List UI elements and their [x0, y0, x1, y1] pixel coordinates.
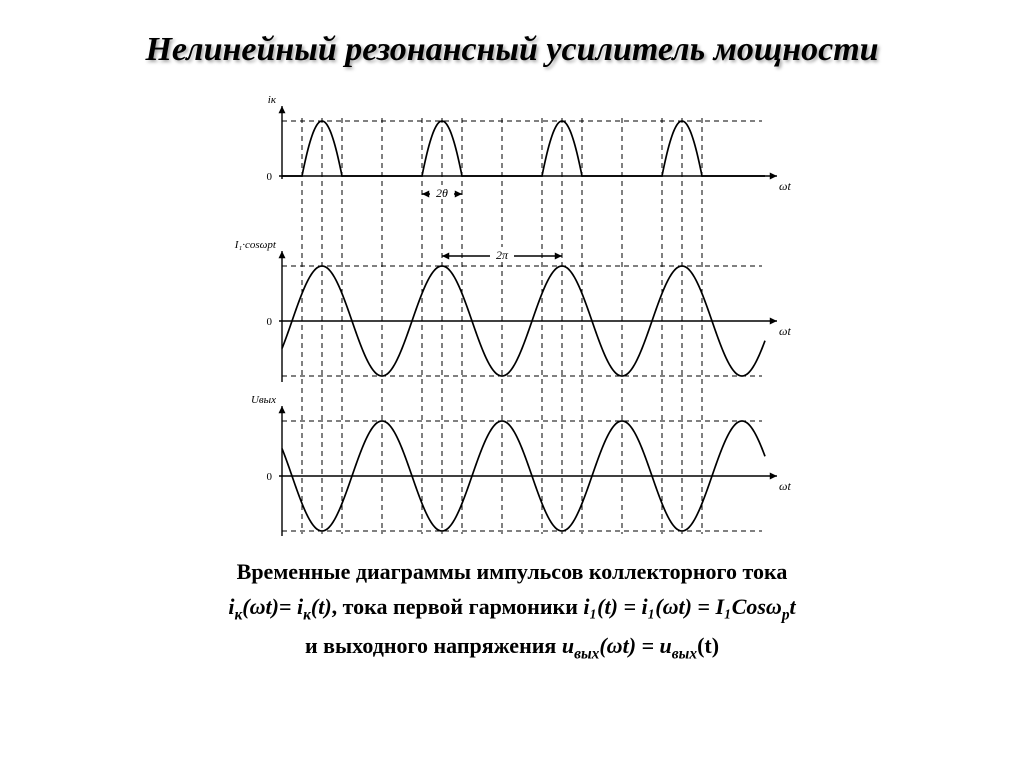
svg-text:0: 0	[267, 171, 273, 183]
svg-text:ωt: ωt	[779, 179, 791, 193]
eq-ik: iк(ωt)= iк(t)	[228, 594, 331, 619]
svg-text:Uвых: Uвых	[251, 394, 276, 406]
svg-text:ωt: ωt	[779, 324, 791, 338]
svg-text:2π: 2π	[496, 248, 509, 262]
diagram-container: 0 iк ωt 2θ 0 I₁·cosωрt ωt 2π 0 Uвых ωt	[0, 86, 1024, 536]
eq-i1: i₁(t) = i₁(ωt) = I₁Cosωрt	[583, 594, 795, 619]
svg-text:I₁·cosωрt: I₁·cosωрt	[234, 239, 277, 251]
caption-line-1: Временные диаграммы импульсов коллекторн…	[60, 554, 964, 589]
eq-uout: uвых(ωt) = uвых	[562, 633, 697, 658]
waveform-diagram: 0 iк ωt 2θ 0 I₁·cosωрt ωt 2π 0 Uвых ωt	[222, 86, 802, 536]
caption-line-2: iк(ωt)= iк(t), тока первой гармоники i₁(…	[60, 589, 964, 628]
page-title: Нелинейный резонансный усилитель мощност…	[60, 30, 964, 71]
svg-text:0: 0	[267, 471, 273, 483]
svg-text:0: 0	[267, 316, 273, 328]
svg-text:2θ: 2θ	[436, 186, 448, 200]
caption: Временные диаграммы импульсов коллекторн…	[0, 554, 1024, 667]
caption-line-3: и выходного напряжения uвых(ωt) = uвых(t…	[60, 628, 964, 667]
svg-text:iк: iк	[268, 94, 277, 106]
svg-text:ωt: ωt	[779, 479, 791, 493]
